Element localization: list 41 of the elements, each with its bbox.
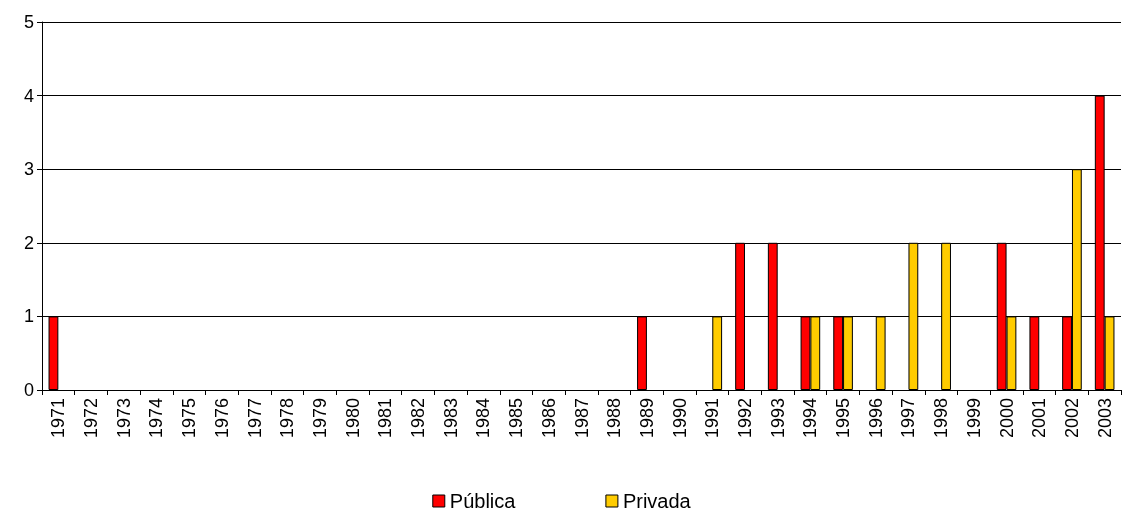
x-tick-label: 2000 — [996, 398, 1017, 439]
x-tick-label: 1993 — [767, 398, 788, 439]
x-tick-label: 1994 — [800, 398, 821, 439]
x-tick-label: 1976 — [211, 398, 232, 439]
x-tick-label: 1996 — [865, 398, 886, 439]
x-tick-label: 1974 — [146, 398, 167, 439]
legend-label: Pública — [449, 490, 517, 512]
x-tick-label: 1980 — [342, 398, 363, 439]
x-tick-label: 1982 — [408, 398, 429, 439]
x-tick-label: 1971 — [48, 398, 69, 439]
x-tick-label: 1977 — [244, 398, 265, 439]
x-tick-label: 1985 — [506, 398, 527, 439]
x-tick-label: 1988 — [604, 398, 625, 439]
x-tick-label: 1981 — [375, 398, 396, 439]
x-tick-label: 1998 — [931, 398, 952, 439]
x-tick-label: 1983 — [440, 398, 461, 439]
x-tick-label: 1979 — [309, 398, 330, 439]
legend-label: Privada — [622, 490, 692, 512]
x-tick-label: 1984 — [473, 398, 494, 439]
x-tick-label: 1989 — [636, 398, 657, 439]
x-tick-label: 1972 — [81, 398, 102, 439]
x-tick-label: 1978 — [277, 398, 298, 439]
x-tick-label: 1997 — [898, 398, 919, 439]
y-tick-label: 0 — [23, 380, 34, 400]
x-tick-label: 1975 — [179, 398, 200, 439]
y-tick-label: 2 — [23, 232, 34, 253]
x-tick-label: 1973 — [113, 398, 134, 439]
x-tick-label: 1991 — [702, 398, 723, 439]
x-tick-label: 1986 — [538, 398, 559, 439]
x-tick-label: 1999 — [963, 398, 984, 439]
y-tick-label: 5 — [23, 12, 34, 32]
x-tick-label: 2003 — [1094, 398, 1115, 439]
x-tick-label: 1990 — [669, 398, 690, 439]
y-tick-label: 1 — [23, 306, 34, 327]
x-tick-label: 1992 — [734, 398, 755, 439]
x-tick-label: 1995 — [833, 398, 854, 439]
y-tick-label: 4 — [23, 85, 34, 106]
x-tick-label: 2002 — [1061, 398, 1082, 439]
x-tick-label: 2001 — [1029, 398, 1050, 439]
x-tick-label: 1987 — [571, 398, 592, 439]
y-tick-label: 3 — [23, 159, 34, 180]
